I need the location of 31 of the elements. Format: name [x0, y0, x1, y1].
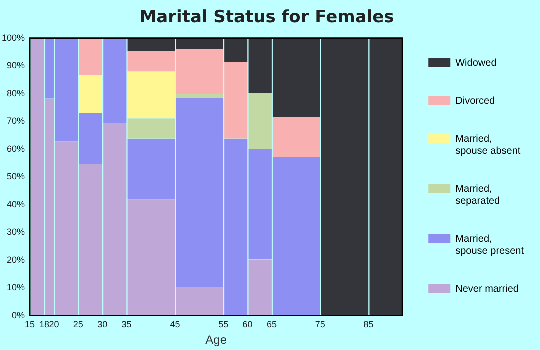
legend-label: Married, spouse absent	[456, 134, 521, 157]
legend-label: Widowed	[456, 58, 497, 69]
y-tick-label: 50%	[7, 172, 26, 182]
y-tick-label: 0%	[12, 310, 26, 320]
x-axis-title: Age	[206, 333, 228, 348]
legend-label: Married, separated	[456, 184, 500, 207]
y-tick-label: 70%	[7, 116, 26, 126]
legend-label: Never married	[456, 284, 519, 295]
y-tick-label: 90%	[7, 60, 26, 71]
x-tick-label: 55	[218, 320, 229, 330]
x-tick-label: 45	[170, 320, 180, 330]
x-tick-label: 60	[242, 320, 253, 330]
x-tick-label: 30	[98, 320, 108, 330]
x-tick-label: 15	[25, 320, 36, 330]
y-tick-label: 40%	[7, 199, 26, 210]
x-tick-label: 85	[364, 320, 374, 330]
y-tick-label: 100%	[2, 32, 26, 43]
x-tick-label: 20	[49, 320, 60, 330]
x-tick-label: 25	[73, 320, 84, 330]
y-tick-label: 80%	[7, 88, 26, 98]
x-tick-label: 18	[40, 320, 50, 330]
x-tick-label: 65	[266, 320, 277, 330]
x-tick-label: 35	[122, 320, 132, 330]
x-tick-label: 75	[315, 320, 326, 330]
y-tick-label: 30%	[7, 227, 26, 238]
y-tick-label: 60%	[7, 144, 26, 154]
legend-label: Divorced	[456, 96, 496, 107]
y-tick-label: 20%	[7, 254, 26, 265]
y-tick-label: 10%	[7, 282, 26, 293]
legend-label: Married, spouse present	[456, 234, 524, 257]
chart-title: Marital Status for Females	[140, 8, 394, 28]
